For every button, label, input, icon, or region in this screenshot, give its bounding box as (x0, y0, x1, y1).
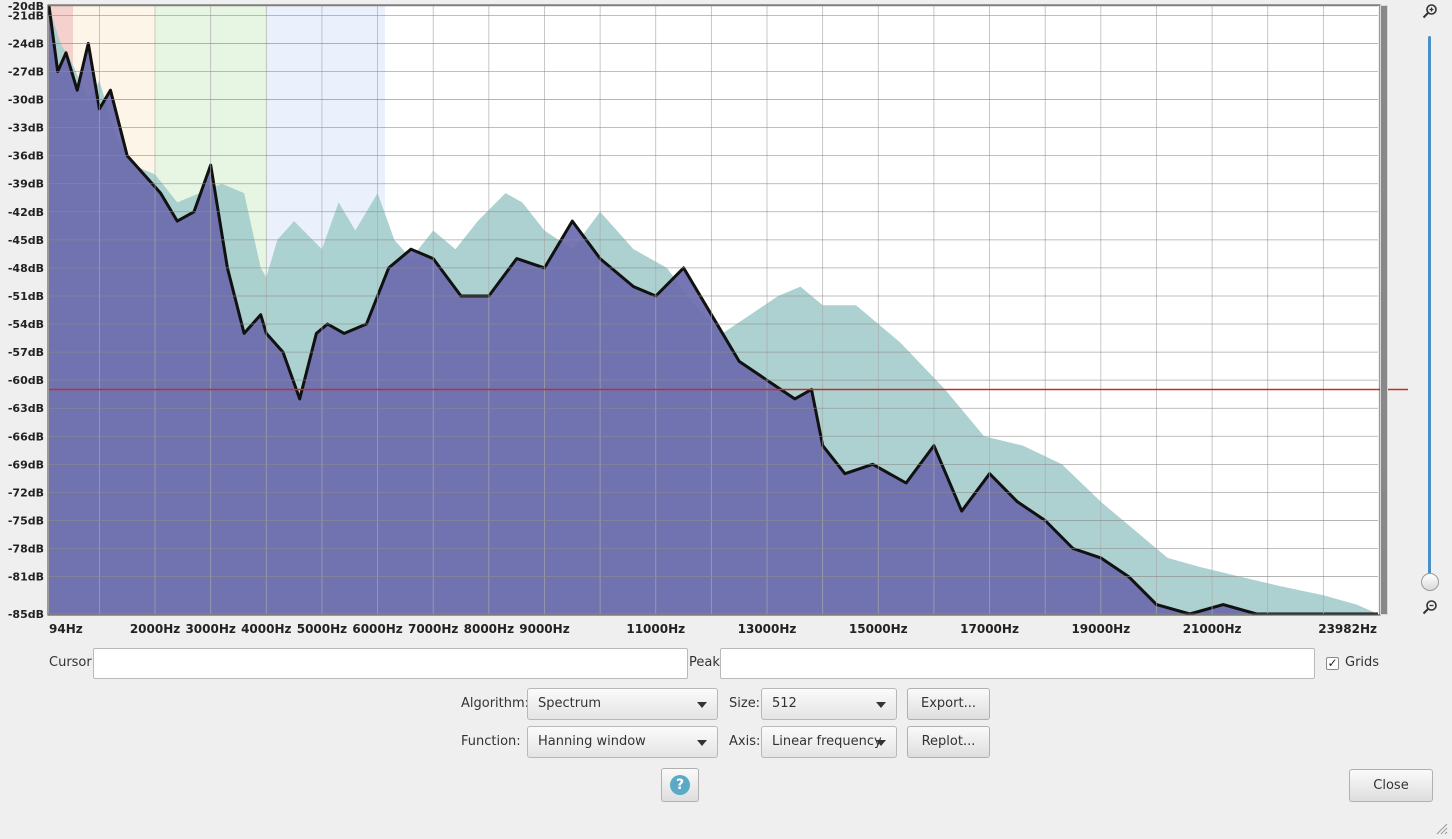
x-tick-label: 4000Hz (241, 622, 291, 636)
x-tick-label: 2000Hz (130, 622, 180, 636)
grids-checkbox[interactable]: ✓ (1326, 656, 1339, 670)
x-tick-label: 21000Hz (1183, 622, 1242, 636)
resize-grip-icon[interactable] (1434, 821, 1448, 835)
zoom-in-icon[interactable] (1422, 3, 1438, 19)
replot-button[interactable]: Replot... (907, 726, 990, 758)
axis-select[interactable]: Linear frequency (761, 726, 897, 758)
x-tick-label: 8000Hz (464, 622, 514, 636)
question-circle-icon: ? (670, 775, 690, 795)
y-tick-label: -33dB (8, 122, 44, 135)
x-tick-label: 15000Hz (849, 622, 908, 636)
function-value: Hanning window (538, 734, 646, 749)
zoom-slider-track[interactable] (1428, 36, 1431, 586)
chevron-down-icon (697, 702, 707, 708)
chevron-down-icon (697, 740, 707, 746)
y-tick-label: -30dB (8, 94, 44, 107)
function-label: Function: (461, 734, 521, 749)
y-tick-label: -20dB (8, 0, 44, 13)
peak-field[interactable] (720, 648, 1315, 679)
y-tick-label: -72dB (8, 486, 44, 499)
function-select[interactable]: Hanning window (527, 726, 718, 758)
spectrum-chart[interactable]: -20dB-21dB -24dB -27dB -30dB -33dB -36dB -39dB… (0, 0, 1452, 640)
size-select[interactable]: 512 (761, 688, 897, 720)
x-axis-ticks: 94Hz 2000Hz 3000Hz 4000Hz 5000Hz 6000Hz 7000Hz… (49, 622, 1377, 636)
plot-scrollbar-handle[interactable] (1381, 6, 1387, 614)
chart-grid (49, 5, 1378, 615)
zoom-out-icon[interactable] (1422, 599, 1438, 615)
x-tick-label: 11000Hz (626, 622, 685, 636)
x-tick-label: 13000Hz (738, 622, 797, 636)
export-button[interactable]: Export... (907, 688, 990, 720)
y-tick-label: -69dB (8, 458, 44, 471)
y-tick-label: -45dB (8, 234, 44, 247)
y-tick-label: -21dB (8, 9, 44, 22)
algorithm-label: Algorithm: (461, 696, 530, 711)
y-tick-label: -54dB (8, 318, 44, 331)
y-tick-label: -63dB (8, 402, 44, 415)
x-tick-label: 9000Hz (519, 622, 569, 636)
x-tick-label: 19000Hz (1071, 622, 1130, 636)
cursor-label: Cursor: (49, 655, 96, 670)
y-tick-label: -75dB (8, 514, 44, 527)
y-tick-label: -39dB (8, 178, 44, 191)
grids-label[interactable]: Grids (1345, 655, 1380, 670)
x-tick-label: 94Hz (49, 622, 83, 636)
cursor-field[interactable] (93, 648, 688, 679)
y-tick-label: -85dB (8, 608, 44, 621)
help-button[interactable]: ? (661, 768, 699, 802)
y-tick-label: -42dB (8, 206, 44, 219)
size-label: Size: (729, 696, 761, 711)
chevron-down-icon (876, 702, 886, 708)
axis-value: Linear frequency (772, 734, 882, 749)
y-tick-label: -57dB (8, 346, 44, 359)
size-value: 512 (772, 696, 797, 711)
algorithm-value: Spectrum (538, 696, 601, 711)
x-tick-label: 17000Hz (960, 622, 1019, 636)
y-tick-label: -48dB (8, 262, 44, 275)
x-tick-label: 7000Hz (408, 622, 458, 636)
y-tick-label: -66dB (8, 430, 44, 443)
y-tick-label: -24dB (8, 37, 44, 50)
close-button[interactable]: Close (1349, 769, 1433, 802)
zoom-slider-thumb[interactable] (1421, 573, 1439, 591)
y-tick-label: -36dB (8, 150, 44, 163)
x-tick-label: 23982Hz (1318, 622, 1377, 636)
chevron-down-icon (876, 740, 886, 746)
x-tick-label: 6000Hz (352, 622, 402, 636)
y-tick-label: -78dB (8, 543, 44, 556)
y-tick-label: -51dB (8, 290, 44, 303)
x-tick-label: 3000Hz (185, 622, 235, 636)
axis-label: Axis: (729, 734, 761, 749)
x-tick-label: 5000Hz (297, 622, 347, 636)
y-axis-ticks: -20dB-21dB -24dB -27dB -30dB -33dB -36dB -39dB… (8, 0, 44, 621)
peak-label: Peak: (689, 655, 725, 670)
y-tick-label: -27dB (8, 65, 44, 78)
y-tick-label: -81dB (8, 571, 44, 584)
y-tick-label: -60dB (8, 374, 44, 387)
algorithm-select[interactable]: Spectrum (527, 688, 718, 720)
series-area-1 (49, 6, 1378, 614)
